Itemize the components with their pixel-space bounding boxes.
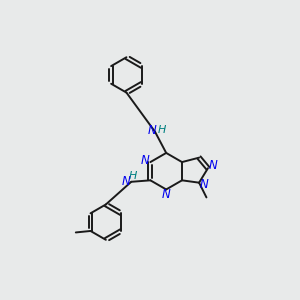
Text: N: N	[141, 154, 150, 167]
Text: H: H	[129, 172, 137, 182]
Text: N: N	[122, 175, 131, 188]
Text: N: N	[162, 188, 171, 201]
Text: H: H	[157, 125, 166, 135]
Text: N: N	[209, 159, 218, 172]
Text: N: N	[200, 178, 209, 191]
Text: N: N	[148, 124, 157, 137]
